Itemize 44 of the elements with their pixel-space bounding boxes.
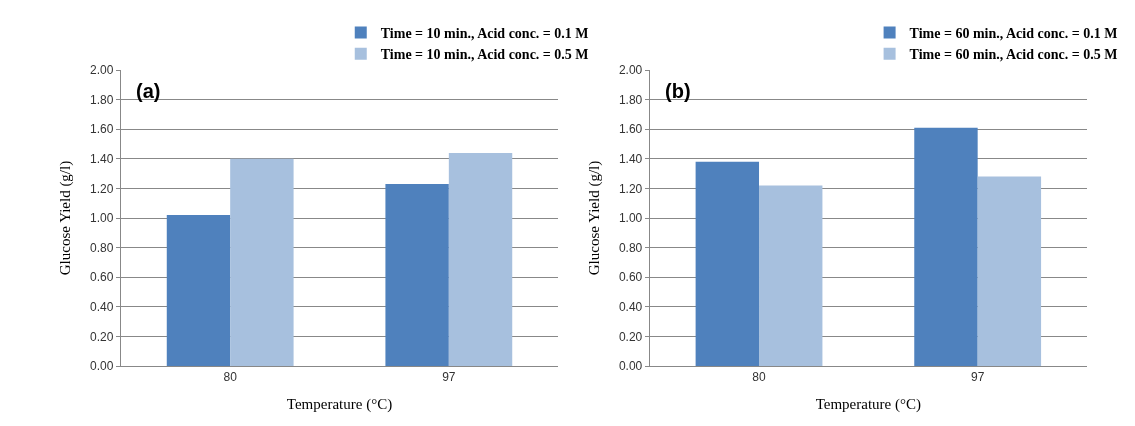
y-tick-label: 1.60 (618, 122, 643, 137)
y-tick-label: 1.60 (90, 122, 114, 137)
bar (695, 161, 760, 366)
y-tick-label: 2.00 (618, 63, 643, 78)
y-tick-label: 1.20 (90, 181, 114, 196)
y-tick-label: 0.20 (90, 329, 114, 344)
legend-label: Time = 10 min., Acid conc. = 0.1 M (380, 26, 589, 42)
y-axis-title: Glucose Yield (g/l) (57, 160, 75, 276)
y-tick-label: 1.00 (90, 211, 114, 226)
bar (759, 185, 823, 366)
y-tick-label: 1.80 (618, 92, 643, 107)
y-axis-title: Glucose Yield (g/l) (586, 160, 604, 276)
bar (977, 176, 1042, 366)
x-tick-label: 97 (442, 370, 456, 385)
legend-label: Time = 10 min., Acid conc. = 0.5 M (380, 47, 589, 63)
y-tick-label: 0.80 (90, 240, 114, 255)
bar (385, 183, 449, 366)
annotation: (b) (665, 80, 691, 102)
y-tick-label: 1.80 (90, 92, 114, 107)
y-tick-label: 0.60 (90, 270, 114, 285)
x-axis-title: Temperature (°C) (815, 396, 922, 414)
y-tick-label: 0.40 (90, 300, 114, 314)
x-axis-title: Temperature (°C) (286, 396, 393, 414)
legend-label: Time = 60 min., Acid conc. = 0.5 M (909, 47, 1118, 63)
y-tick-label: 1.20 (618, 181, 643, 196)
bar (230, 158, 294, 366)
y-tick-label: 0.40 (618, 300, 643, 314)
y-tick-label: 0.60 (618, 270, 643, 285)
x-tick-label: 80 (752, 370, 767, 385)
bar (914, 127, 978, 366)
y-tick-label: 0.00 (90, 359, 114, 374)
x-tick-label: 80 (223, 370, 238, 385)
y-tick-label: 0.80 (618, 240, 643, 255)
y-tick-label: 1.40 (618, 152, 643, 166)
bar (166, 215, 231, 366)
y-tick-label: 2.00 (90, 63, 114, 78)
bar (448, 152, 513, 366)
annotation: (a) (136, 80, 161, 102)
y-tick-label: 0.00 (618, 359, 643, 374)
y-tick-label: 1.00 (618, 211, 643, 226)
y-tick-label: 0.20 (618, 329, 643, 344)
legend-label: Time = 60 min., Acid conc. = 0.1 M (909, 26, 1118, 42)
y-tick-label: 1.40 (90, 152, 114, 166)
x-tick-label: 97 (970, 370, 985, 385)
